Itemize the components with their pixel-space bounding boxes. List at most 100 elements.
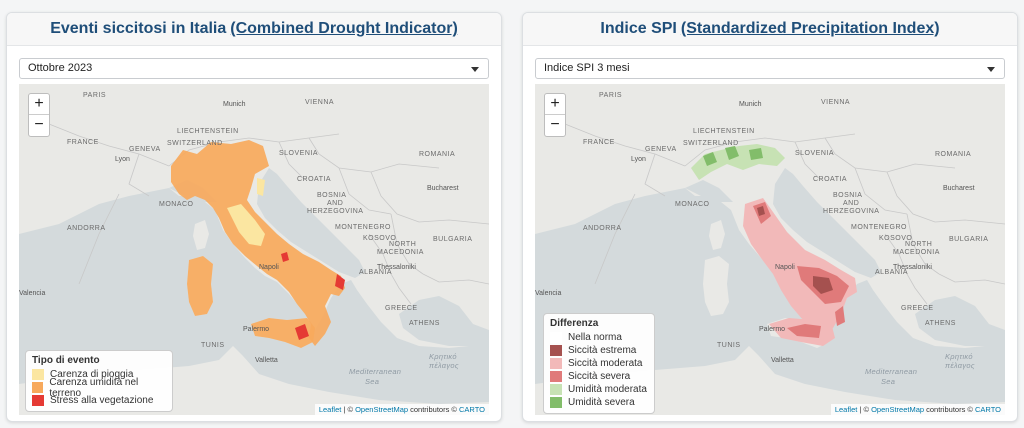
- legend-item: Carenza di pioggia: [32, 368, 166, 381]
- select-value: Indice SPI 3 mesi: [544, 62, 630, 74]
- zoom-in-button[interactable]: +: [29, 94, 49, 115]
- area-severe-drought: [787, 324, 821, 338]
- map-label-andorra: ANDORRA: [583, 225, 622, 232]
- legend-label: Nella norma: [568, 332, 622, 343]
- area-rainfall-deficit-north: [257, 178, 265, 196]
- map-label-mediterranean-1: Mediterranean: [865, 367, 918, 376]
- map-label-kritiko-2: πέλαγος: [945, 361, 975, 370]
- caret-down-icon: [987, 67, 995, 72]
- legend-label: Umidità severa: [568, 397, 635, 408]
- map-label-mediterranean-2: Sea: [365, 377, 380, 386]
- map-label-and: AND: [327, 200, 344, 207]
- legend-item: Carenza umidità nel terreno: [32, 377, 166, 399]
- legend-title: Tipo di evento: [32, 355, 100, 366]
- border-line: [644, 153, 666, 197]
- island-sardinia: [703, 256, 729, 316]
- spi-panel: Indice SPI (Standardized Precipitation I…: [522, 12, 1018, 422]
- map-label-andorra: ANDORRA: [67, 225, 106, 232]
- zoom-out-button[interactable]: −: [34, 116, 44, 133]
- legend-label: Siccità estrema: [568, 345, 637, 356]
- map-label-and: AND: [843, 200, 860, 207]
- map-label-thessaloniki: Thessaloniki: [377, 264, 416, 271]
- map-label-france: FRANCE: [67, 139, 99, 146]
- border-line: [884, 233, 928, 305]
- area-vegetation-stress-sicily: [295, 324, 309, 340]
- legend-label: Umidità moderata: [568, 384, 647, 395]
- map-label-bucharest: Bucharest: [943, 185, 975, 192]
- osm-link[interactable]: OpenStreetMap: [871, 405, 925, 414]
- panel-title: Eventi siccitosi in Italia (Combined Dro…: [7, 13, 501, 46]
- map-label-palermo: Palermo: [759, 326, 786, 333]
- border-line: [390, 213, 424, 275]
- attribution-sep: | ©: [341, 405, 356, 414]
- map-label-croatia: CROATIA: [297, 176, 332, 183]
- map[interactable]: + − PARIS Munich VIENNA LIECHTENSTEIN SWITZE…: [19, 84, 489, 415]
- area-severe-humidity: [749, 148, 763, 160]
- border-line: [886, 171, 1005, 225]
- carto-link[interactable]: CARTO: [975, 405, 1001, 414]
- legend: Differenza Nella norma Siccità estrema S…: [543, 313, 655, 414]
- map-label-munich: Munich: [223, 101, 246, 108]
- border-line: [594, 193, 636, 285]
- country-borders: [564, 123, 1005, 305]
- map-label-montenegro: MONTENEGRO: [851, 224, 907, 231]
- map-label-mediterranean-2: Sea: [881, 377, 896, 386]
- area-extreme-drought: [813, 276, 833, 294]
- map-label-monaco: MONACO: [675, 201, 710, 208]
- map-label-switzerland: SWITZERLAND: [683, 140, 739, 147]
- legend-swatch: [32, 395, 44, 406]
- legend-swatch: [550, 358, 562, 369]
- area-moderate-humidity: [691, 144, 785, 180]
- map-label-macedonia: MACEDONIA: [893, 249, 940, 256]
- map-label-france: FRANCE: [583, 139, 615, 146]
- attribution-sep: | ©: [857, 405, 872, 414]
- map-label-napoli: Napoli: [775, 264, 795, 271]
- legend-item: Siccità severa: [550, 370, 648, 383]
- attribution-text: contributors ©: [408, 405, 460, 414]
- zoom-out-button[interactable]: −: [550, 116, 560, 133]
- map-label-north: NORTH: [389, 241, 417, 248]
- legend-swatch: [550, 345, 562, 356]
- map-label-greece: GREECE: [901, 305, 934, 312]
- legend-item: Umidità severa: [550, 396, 648, 409]
- osm-link[interactable]: OpenStreetMap: [355, 405, 409, 414]
- map-label-bosnia: BOSNIA: [317, 192, 347, 199]
- map-label-tunis: TUNIS: [201, 342, 225, 349]
- area-severe-humidity: [703, 152, 717, 166]
- map-label-croatia: CROATIA: [813, 176, 848, 183]
- map-label-lyon: Lyon: [115, 156, 130, 163]
- legend-title: Differenza: [550, 318, 599, 329]
- carto-link[interactable]: CARTO: [459, 405, 485, 414]
- map-label-bulgaria: BULGARIA: [433, 236, 473, 243]
- leaflet-link[interactable]: Leaflet: [318, 405, 342, 414]
- map-label-valencia: Valencia: [19, 290, 46, 297]
- map-label-geneva: GENEVA: [129, 146, 161, 153]
- caret-down-icon: [471, 67, 479, 72]
- title-link[interactable]: (Standardized Precipitation Index): [680, 20, 940, 37]
- border-line: [278, 141, 306, 181]
- map-label-romania: ROMANIA: [935, 151, 972, 158]
- map-label-paris: PARIS: [599, 92, 622, 99]
- country-borders: [48, 123, 489, 305]
- drought-overlay: [171, 140, 345, 348]
- drought-indicator-panel: Eventi siccitosi in Italia (Combined Dro…: [6, 12, 502, 422]
- legend-label: Carenza di pioggia: [50, 369, 134, 380]
- sea-ligurian: [685, 180, 733, 202]
- legend-swatch: [32, 382, 44, 393]
- border-line: [854, 167, 908, 215]
- map[interactable]: + − PARIS Munich VIENNA LIECHTENSTEIN SWITZE…: [535, 84, 1005, 415]
- title-link[interactable]: (Combined Drought Indicator): [230, 20, 458, 37]
- map-attribution: Leaflet | © OpenStreetMap contributors ©…: [314, 404, 489, 415]
- map-label-athens: ATHENS: [925, 320, 956, 327]
- border-line: [48, 123, 170, 167]
- leaflet-link[interactable]: Leaflet: [834, 405, 858, 414]
- map-label-geneva: GENEVA: [645, 146, 677, 153]
- zoom-in-button[interactable]: +: [545, 94, 565, 115]
- spi-period-select[interactable]: Indice SPI 3 mesi: [535, 58, 1005, 79]
- sea-adriatic: [257, 168, 365, 278]
- spi-areas: [691, 144, 857, 346]
- map-attribution: Leaflet | © OpenStreetMap contributors ©…: [830, 404, 1005, 415]
- zoom-control: + −: [544, 93, 566, 137]
- month-select[interactable]: Ottobre 2023: [19, 58, 489, 79]
- map-label-kritiko-1: Κρητικό: [429, 352, 457, 361]
